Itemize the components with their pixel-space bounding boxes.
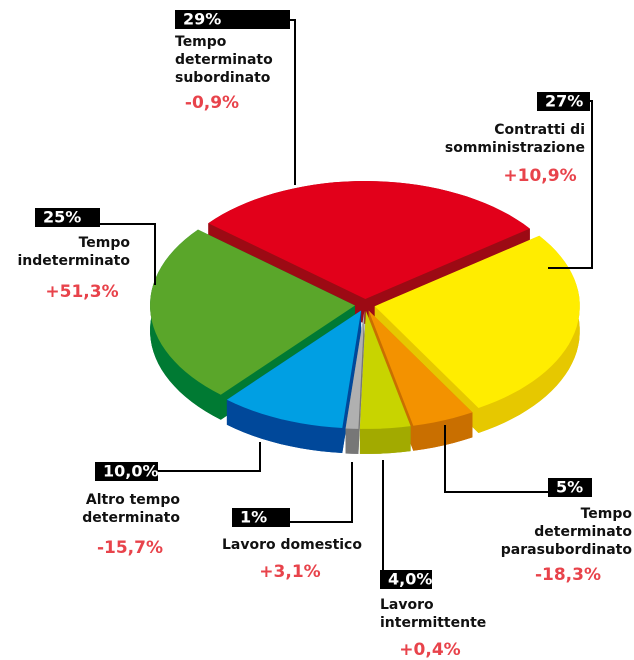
slice xyxy=(345,311,365,454)
slice-top xyxy=(150,229,355,395)
label-box xyxy=(232,508,290,527)
category-label: Contratti di somministrazione xyxy=(445,122,585,156)
category-line: Contratti di xyxy=(494,122,585,138)
change-label: -0,9% xyxy=(185,93,239,113)
category-line: subordinato xyxy=(175,70,271,86)
value-label: 10,0% xyxy=(103,462,159,481)
value-label: 29% xyxy=(183,10,221,29)
slice-top xyxy=(359,311,411,429)
leader-line xyxy=(290,462,353,523)
leader-line xyxy=(290,19,296,185)
slice-wall xyxy=(413,412,473,451)
category-line: parasubordinato xyxy=(501,542,633,558)
category-label: Tempo determinato parasubordinato xyxy=(501,506,633,558)
slice-top xyxy=(208,181,530,299)
value-label: 5% xyxy=(556,478,583,497)
category-line: Tempo xyxy=(581,506,633,522)
category-line: Altro tempo xyxy=(86,492,181,508)
value-label: 1% xyxy=(240,508,267,527)
value-label: 4,0% xyxy=(388,570,432,589)
category-line: determinato xyxy=(534,524,632,540)
category-line: Lavoro xyxy=(380,597,434,613)
category-line: indeterminato xyxy=(18,253,131,269)
value-label: 25% xyxy=(43,208,81,227)
slice-top xyxy=(368,310,473,426)
category-line: determinato xyxy=(82,510,180,526)
category-label: Lavoro domestico xyxy=(222,537,362,553)
category-line: intermittente xyxy=(380,615,486,631)
category-line: Tempo xyxy=(175,34,227,50)
slice-top xyxy=(226,310,362,428)
change-label: +3,1% xyxy=(259,562,320,582)
category-label: Lavoro intermittente xyxy=(380,597,486,631)
leader-line xyxy=(548,100,593,269)
category-line: determinato xyxy=(175,52,273,68)
slice-wall xyxy=(345,428,359,454)
slice xyxy=(359,311,411,454)
slice-side xyxy=(358,311,365,454)
category-label: Altro tempo determinato xyxy=(82,492,180,526)
slice-top xyxy=(374,235,580,408)
slice xyxy=(374,235,580,433)
label-box xyxy=(548,478,592,497)
label-box xyxy=(537,92,590,111)
slice xyxy=(226,310,362,453)
leader-line xyxy=(158,442,261,472)
category-label: Tempo indeterminato xyxy=(18,235,131,269)
category-line: Lavoro domestico xyxy=(222,537,362,553)
label-box xyxy=(95,462,158,481)
leader-line xyxy=(100,223,156,285)
change-label: -18,3% xyxy=(535,565,601,585)
leader-line xyxy=(444,425,548,493)
slice-wall xyxy=(226,399,343,453)
category-line: somministrazione xyxy=(445,140,585,156)
category-line: Tempo xyxy=(79,235,131,251)
slice-top xyxy=(345,311,365,429)
label-box xyxy=(175,10,290,29)
change-label: -15,7% xyxy=(97,538,163,558)
slice-side xyxy=(342,310,362,453)
label-box xyxy=(35,208,100,227)
change-label: +0,4% xyxy=(399,640,460,660)
label-box xyxy=(380,570,432,589)
slice-wall xyxy=(359,426,411,454)
slice-wall xyxy=(478,235,580,433)
change-label: +10,9% xyxy=(503,166,576,186)
change-label: +51,3% xyxy=(45,282,118,302)
category-label: Tempo determinato subordinato xyxy=(175,34,273,86)
value-label: 27% xyxy=(545,92,583,111)
